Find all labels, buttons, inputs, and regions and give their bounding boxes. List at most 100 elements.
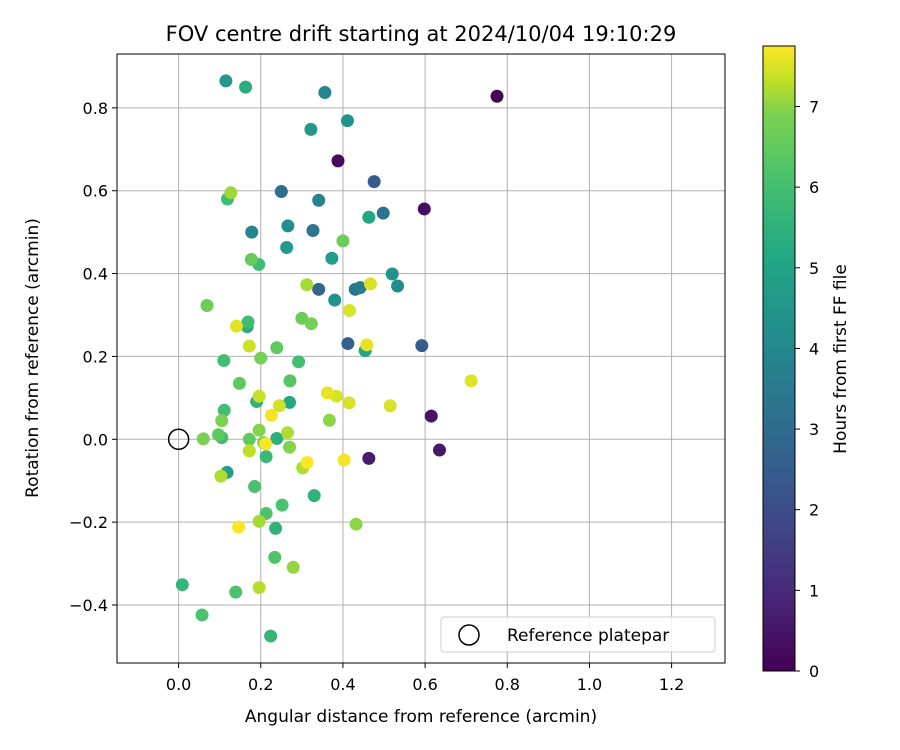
data-point bbox=[252, 514, 266, 528]
data-point bbox=[242, 444, 256, 458]
x-tick-label: 1.2 bbox=[659, 675, 684, 694]
data-point bbox=[341, 337, 355, 351]
data-point bbox=[264, 408, 278, 422]
data-point bbox=[385, 267, 399, 281]
data-point bbox=[215, 414, 229, 428]
data-point bbox=[367, 175, 381, 189]
data-point bbox=[239, 80, 253, 94]
colorbar-tick-label: 5 bbox=[809, 259, 819, 278]
legend-reference-marker bbox=[458, 624, 480, 646]
data-point bbox=[283, 395, 297, 409]
data-point bbox=[417, 202, 431, 216]
data-point bbox=[196, 432, 210, 446]
y-tick-label: −0.2 bbox=[69, 513, 108, 532]
data-point bbox=[274, 185, 288, 199]
data-point bbox=[280, 240, 294, 254]
x-tick-label: 0.0 bbox=[166, 675, 191, 694]
x-tick-label: 1.0 bbox=[577, 675, 602, 694]
data-point bbox=[217, 354, 231, 368]
data-point bbox=[244, 252, 258, 266]
data-point bbox=[349, 517, 363, 531]
data-point bbox=[362, 451, 376, 465]
x-tick-label: 0.6 bbox=[412, 675, 437, 694]
data-point bbox=[331, 154, 345, 168]
data-point bbox=[224, 186, 238, 200]
data-point bbox=[362, 210, 376, 224]
legend: Reference platepar bbox=[440, 616, 716, 653]
data-point bbox=[432, 443, 446, 457]
data-point bbox=[283, 440, 297, 454]
data-point bbox=[248, 480, 262, 494]
reference-platepar-marker bbox=[167, 428, 190, 451]
y-tick-label: −0.4 bbox=[69, 596, 108, 615]
data-point bbox=[242, 339, 256, 353]
data-point bbox=[306, 223, 320, 237]
legend-box bbox=[440, 616, 716, 653]
colorbar-tick-label: 1 bbox=[809, 581, 819, 600]
data-point bbox=[304, 317, 318, 331]
data-point bbox=[363, 277, 377, 291]
data-point bbox=[343, 303, 357, 317]
data-point bbox=[307, 489, 321, 503]
y-tick-label: 0.4 bbox=[83, 265, 108, 284]
x-axis-ticks: 0.0 0.2 0.4 0.6 0.8 1.0 1.2 bbox=[166, 663, 684, 694]
colorbar-tick-label: 3 bbox=[809, 420, 819, 439]
data-point bbox=[415, 339, 429, 353]
data-point bbox=[229, 585, 243, 599]
data-point bbox=[320, 386, 334, 400]
data-point bbox=[360, 338, 374, 352]
data-point bbox=[391, 279, 405, 293]
data-point bbox=[424, 409, 438, 423]
data-point bbox=[270, 431, 284, 445]
data-point bbox=[292, 355, 306, 369]
data-point bbox=[219, 74, 233, 88]
colorbar-gradient bbox=[762, 45, 796, 672]
data-point bbox=[175, 578, 189, 592]
data-point bbox=[269, 521, 283, 535]
data-point bbox=[217, 403, 231, 417]
data-point bbox=[252, 581, 266, 595]
data-point bbox=[490, 89, 504, 103]
data-point bbox=[241, 315, 255, 329]
data-point bbox=[281, 219, 295, 233]
chart-title: FOV centre drift starting at 2024/10/04 … bbox=[166, 22, 677, 46]
colorbar-tick-label: 6 bbox=[809, 178, 819, 197]
data-point bbox=[342, 396, 356, 410]
x-tick-label: 0.4 bbox=[330, 675, 355, 694]
colorbar-tick-label: 0 bbox=[809, 662, 819, 681]
data-point bbox=[272, 399, 286, 413]
data-point bbox=[232, 520, 246, 534]
data-point bbox=[295, 311, 309, 325]
colorbar-label: Hours from first FF file bbox=[831, 264, 851, 454]
data-point bbox=[340, 114, 354, 128]
plot-frame bbox=[116, 53, 726, 664]
y-axis-ticks: −0.4 −0.2 0.0 0.2 0.4 0.6 0.8 bbox=[69, 99, 117, 615]
data-point bbox=[353, 281, 367, 295]
data-point bbox=[268, 550, 282, 564]
x-tick-label: 0.2 bbox=[248, 675, 273, 694]
y-tick-label: 0.0 bbox=[83, 430, 108, 449]
data-point bbox=[232, 376, 246, 390]
data-point bbox=[318, 86, 332, 100]
y-tick-label: 0.2 bbox=[83, 347, 108, 366]
data-point bbox=[254, 351, 268, 365]
data-point bbox=[283, 374, 297, 388]
data-point bbox=[376, 206, 390, 220]
x-axis-title: Angular distance from reference (arcmin) bbox=[245, 707, 597, 727]
data-point bbox=[270, 341, 284, 355]
data-point bbox=[325, 251, 339, 265]
data-point bbox=[230, 319, 244, 333]
data-point bbox=[259, 437, 273, 451]
y-tick-label: 0.8 bbox=[83, 99, 108, 118]
data-point bbox=[264, 629, 278, 643]
data-point bbox=[286, 560, 300, 574]
data-point bbox=[214, 469, 228, 483]
data-point bbox=[312, 193, 326, 207]
data-point bbox=[300, 455, 314, 469]
data-point bbox=[211, 428, 225, 442]
data-point bbox=[336, 234, 350, 248]
data-point bbox=[464, 374, 478, 388]
data-point bbox=[252, 423, 266, 437]
data-point bbox=[304, 122, 318, 136]
data-point bbox=[245, 225, 259, 239]
